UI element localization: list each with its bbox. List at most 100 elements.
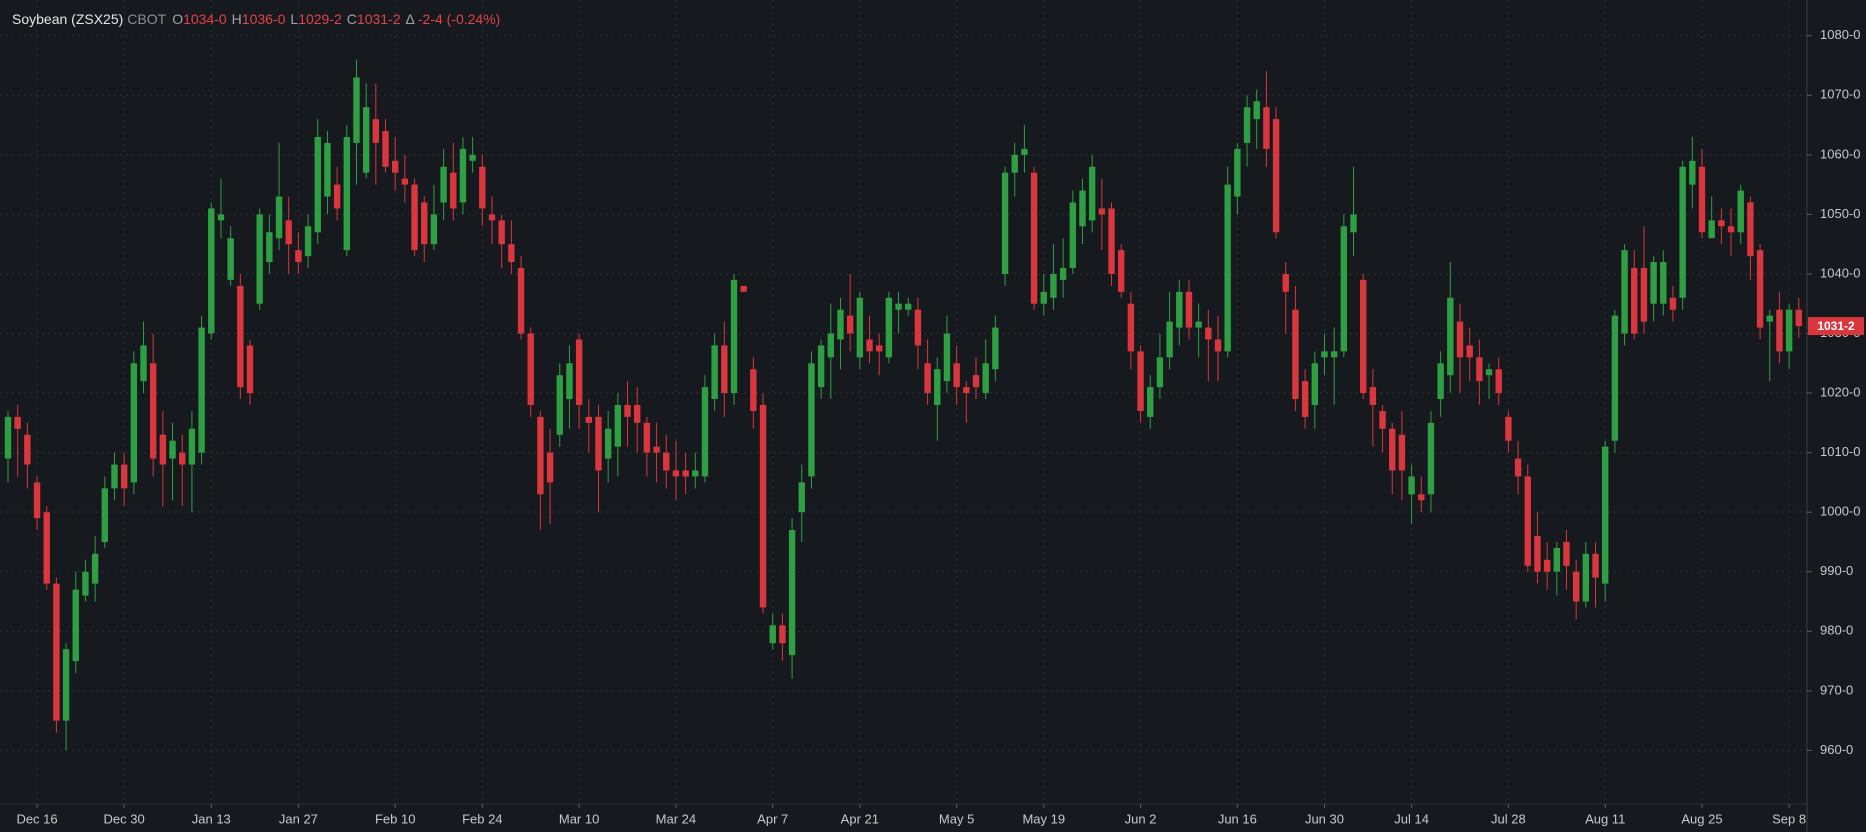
candle-body [314, 136, 321, 233]
candle-body [1147, 387, 1154, 417]
x-tick-label: Feb 10 [375, 811, 415, 826]
candle-body [188, 428, 196, 465]
y-tick-label: 960-0 [1820, 742, 1853, 757]
candle-body [1534, 536, 1541, 572]
candle-body [1263, 107, 1270, 149]
candle-body [885, 297, 893, 358]
candle-body [1137, 351, 1144, 411]
candle-body [1234, 148, 1241, 197]
candle-body [430, 214, 438, 245]
candle-body [111, 464, 118, 489]
candle-body [72, 589, 79, 662]
candle-body [33, 482, 41, 519]
candle-body [1679, 166, 1686, 298]
candle-body [682, 470, 689, 477]
x-tick-label: Sep 8 [1772, 811, 1806, 826]
candle-body [1118, 250, 1125, 292]
candle-body [198, 327, 205, 453]
candle-body [1079, 190, 1086, 227]
y-tick-label: 1010-0 [1820, 444, 1860, 459]
candle-body [943, 333, 951, 382]
y-tick-label: 1050-0 [1820, 206, 1860, 221]
candle-body [701, 387, 709, 477]
candle-body [1737, 190, 1744, 233]
x-tick-label: Jun 30 [1305, 811, 1344, 826]
candle-body [343, 136, 350, 251]
candle-body [1640, 268, 1648, 322]
candle-body [1718, 220, 1725, 227]
x-tick-label: Jul 28 [1491, 811, 1526, 826]
candle-body [876, 345, 883, 352]
candle-body [1669, 297, 1677, 310]
symbol: Soybean (ZSX25) [12, 11, 124, 27]
y-tick-label: 1020-0 [1820, 385, 1860, 400]
x-tick-label: Jun 2 [1125, 811, 1157, 826]
candle-body [1543, 559, 1551, 572]
candle-body [1050, 273, 1057, 298]
candle-body [1785, 309, 1793, 352]
x-tick-label: Mar 24 [656, 811, 696, 826]
candle-body [556, 375, 563, 435]
candle-body [1030, 172, 1038, 304]
candle-body [730, 279, 738, 394]
candle-body [372, 119, 380, 143]
candle-body [953, 363, 960, 388]
candle-body [498, 220, 505, 245]
x-tick-label: Aug 25 [1681, 811, 1722, 826]
y-tick-label: 1040-0 [1820, 265, 1860, 280]
candle-body [1185, 291, 1193, 328]
candle-body [411, 184, 418, 251]
x-tick-label: Feb 24 [462, 811, 502, 826]
candle-body [1476, 357, 1483, 382]
candle-body [769, 625, 776, 644]
candle-body [1408, 476, 1415, 495]
high-label: H [231, 11, 242, 27]
candle-body [24, 434, 31, 465]
candle-body [566, 363, 573, 400]
candle-body [817, 345, 825, 388]
candle-body [1001, 172, 1009, 274]
candle-body [846, 315, 854, 334]
candle-body [1389, 428, 1396, 471]
candle-body [295, 250, 302, 263]
y-tick-label: 990-0 [1820, 563, 1853, 578]
candle-body [1214, 339, 1222, 352]
candle-body [1098, 208, 1106, 215]
open-value: 1034-0 [183, 11, 227, 27]
candle-body [692, 470, 699, 477]
close-label: C [346, 11, 357, 27]
candle-body [934, 369, 941, 405]
candle-body [1602, 446, 1609, 584]
candle-body [1756, 250, 1764, 328]
x-tick-label: Jun 16 [1218, 811, 1257, 826]
candle-body [1292, 309, 1299, 400]
candle-body [1611, 315, 1619, 441]
candle-body [469, 154, 476, 161]
candles [4, 59, 1802, 751]
candle-body [1689, 160, 1696, 185]
candle-body [479, 166, 486, 209]
candle-body [750, 369, 757, 411]
candle-body [614, 404, 622, 447]
candle-body [1747, 202, 1754, 257]
candle-body [604, 428, 612, 459]
candle-body [382, 131, 389, 167]
last-price-tag [1808, 317, 1864, 336]
candle-body [1282, 273, 1289, 292]
candle-body [53, 583, 60, 721]
candle-body [972, 375, 980, 388]
candle-body [663, 452, 670, 471]
candle-body [1437, 363, 1444, 400]
candle-body [1369, 387, 1377, 405]
exchange: CBOT [127, 11, 167, 27]
x-tick-label: Apr 21 [841, 811, 879, 826]
candle-body [440, 166, 447, 203]
candle-body [1311, 363, 1318, 405]
candle-body [1563, 541, 1570, 566]
candle-body [401, 178, 409, 185]
candle-body [1011, 154, 1018, 173]
candle-body [924, 363, 931, 394]
last-price-label: 1031-2 [1817, 319, 1855, 333]
